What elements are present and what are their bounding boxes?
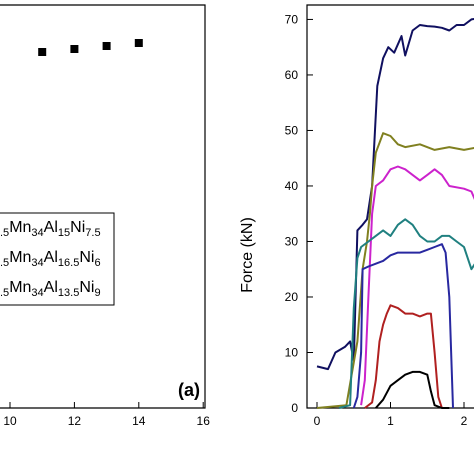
series-line [364,304,443,409]
series-line [338,218,474,409]
chart-a-frame [0,4,206,409]
chart-b-frame [306,4,474,409]
x-tick-label: 10 [3,414,17,428]
legend-entry: .5Mn34Al13.5Ni9 [0,279,101,299]
series-line [375,370,450,409]
data-point [102,42,111,50]
y-tick-label: 20 [285,290,299,304]
x-tick-label: 2 [461,414,468,428]
x-tick-label: 1 [387,414,394,428]
y-tick-label: 50 [285,123,299,137]
chart-b: Force (kN) 0 10 20 30 40 50 60 70 0 1 2 [239,4,474,428]
legend-label: .5Mn34Al15Ni7.5 [0,219,101,239]
chart-a-points [38,39,143,56]
data-point [38,48,47,56]
legend-box [0,212,115,306]
panel-label-a: (a) [178,380,200,400]
series-line [316,132,474,409]
chart-a-x-ticks: 10 12 14 16 [3,402,210,428]
y-tick-label: 40 [285,179,299,193]
y-axis-label: Force (kN) [239,217,256,293]
y-tick-label: 10 [285,345,299,359]
x-tick-label: 14 [132,414,146,428]
chart-b-series [316,17,474,409]
y-tick-label: 0 [291,401,298,415]
x-tick-label: 12 [68,414,82,428]
legend-entry: .5Mn34Al16.5Ni6 [0,249,101,269]
legend-label: .5Mn34Al13.5Ni9 [0,279,101,299]
x-tick-label: 0 [314,414,321,428]
series-line [360,165,474,406]
y-tick-label: 60 [285,68,299,82]
y-tick-label: 70 [285,12,299,26]
legend-label: .5Mn34Al16.5Ni6 [0,249,101,269]
chart-b-y-ticks: 0 10 20 30 40 50 60 70 [285,12,313,415]
y-tick-label: 30 [285,234,299,248]
x-tick-label: 16 [197,414,211,428]
series-line [352,243,454,409]
data-point [134,39,143,47]
chart-a: 10 12 14 16 .5Mn34Al15Ni7.5 .5Mn34Al16.5Ni6.… [0,4,210,428]
data-point [70,45,79,53]
chart-a-legend: .5Mn34Al15Ni7.5 .5Mn34Al16.5Ni6 .5Mn34Al13… [0,212,115,306]
legend-entry: .5Mn34Al15Ni7.5 [0,219,101,239]
